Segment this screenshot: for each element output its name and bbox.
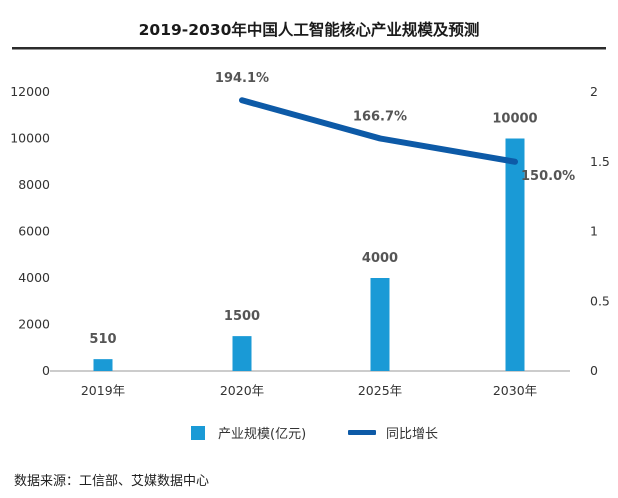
x-tick-label: 2025年 [358, 383, 402, 398]
y-left-tick-label: 2000 [18, 317, 50, 332]
bar [505, 138, 525, 371]
x-tick-label: 2030年 [493, 383, 537, 398]
bar [370, 278, 390, 371]
bar-value-label: 510 [89, 332, 116, 347]
legend-bar-swatch [191, 426, 205, 440]
bar-value-label: 4000 [362, 251, 398, 266]
bar-value-label: 1500 [224, 309, 260, 324]
y-left-tick-label: 4000 [18, 270, 50, 285]
line-value-label: 166.7% [353, 109, 407, 124]
bar [93, 359, 113, 371]
legend-line-swatch [348, 430, 376, 435]
y-left-tick-label: 0 [42, 363, 50, 378]
y-left-tick-label: 12000 [10, 84, 50, 99]
source-note: 数据来源：工信部、艾媒数据中心 [14, 474, 209, 489]
bar-value-label: 10000 [492, 112, 537, 127]
y-right-tick-label: 1.5 [590, 154, 610, 169]
y-left-tick-label: 10000 [10, 131, 50, 146]
line-value-label: 150.0% [521, 169, 575, 184]
bar [232, 336, 252, 371]
y-right-tick-label: 0.5 [590, 293, 610, 308]
y-right-tick-label: 0 [590, 363, 598, 378]
legend: 产业规模(亿元) 同比增长 [191, 426, 438, 442]
legend-bar-label: 产业规模(亿元) [218, 427, 306, 442]
y-left-tick-label: 8000 [18, 177, 50, 192]
title-rule [12, 47, 606, 50]
chart-title: 2019-2030年中国人工智能核心产业规模及预测 [139, 20, 480, 39]
growth-line [239, 97, 518, 165]
y-right-tick-label: 1 [590, 224, 598, 239]
x-tick-label: 2020年 [220, 383, 264, 398]
y-right-tick-label: 2 [590, 84, 598, 99]
x-tick-label: 2019年 [81, 383, 125, 398]
y-left-tick-label: 6000 [18, 224, 50, 239]
plot-area: 0 2000 4000 6000 8000 10000 12000 0 0.5 1 1.5 2 2019… [10, 71, 610, 398]
legend-line-label: 同比增长 [386, 427, 438, 442]
line-value-label: 194.1% [215, 71, 269, 86]
